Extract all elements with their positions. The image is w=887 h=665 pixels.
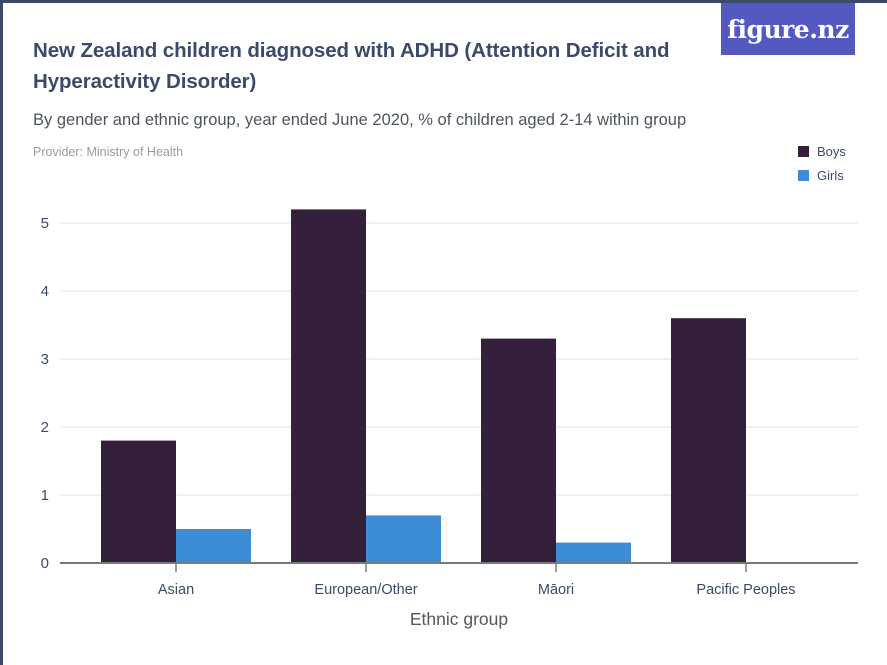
x-tick-label-0: Asian: [158, 582, 194, 598]
x-tick-label-1: European/Other: [314, 582, 417, 598]
y-tick-label-0: 0: [41, 555, 49, 572]
provider-note: Provider: Ministry of Health: [33, 145, 184, 159]
x-tick-label-3: Pacific Peoples: [696, 582, 795, 598]
y-tick-label-1: 1: [41, 487, 49, 504]
chart-subtitle: By gender and ethnic group, year ended J…: [33, 111, 687, 129]
legend-label-girls: Girls: [817, 168, 844, 183]
bar-boys-3[interactable]: [671, 318, 746, 563]
boys-swatch-icon: [798, 146, 809, 157]
x-axis-title: Ethnic group: [410, 609, 508, 629]
bar-chart-svg: 0 1 2 3 4 5 Asian European/Other Māori Pacific Pe…: [41, 209, 858, 629]
chart-title: New Zealand children diagnosed with ADHD…: [33, 39, 670, 93]
bar-girls-0[interactable]: [176, 529, 251, 563]
legend-item-girls: Girls: [798, 168, 846, 183]
legend-label-boys: Boys: [817, 144, 846, 159]
legend: Boys Girls: [798, 144, 846, 183]
bar-boys-1[interactable]: [291, 209, 366, 563]
y-tick-label-4: 4: [41, 283, 49, 300]
x-tick-label-2: Māori: [538, 582, 574, 598]
y-tick-label-3: 3: [41, 351, 49, 368]
y-tick-label-5: 5: [41, 215, 49, 232]
girls-swatch-icon: [798, 170, 809, 181]
figure-nz-logo[interactable]: figure.nz: [721, 3, 855, 55]
bar-girls-2[interactable]: [556, 542, 631, 563]
bar-chart: 0 1 2 3 4 5 Asian European/Other Māori Pacific Pe…: [3, 193, 887, 643]
y-tick-label-2: 2: [41, 419, 49, 436]
legend-item-boys: Boys: [798, 144, 846, 159]
bar-boys-2[interactable]: [481, 338, 556, 563]
bar-girls-1[interactable]: [366, 515, 441, 563]
bar-boys-0[interactable]: [101, 440, 176, 563]
